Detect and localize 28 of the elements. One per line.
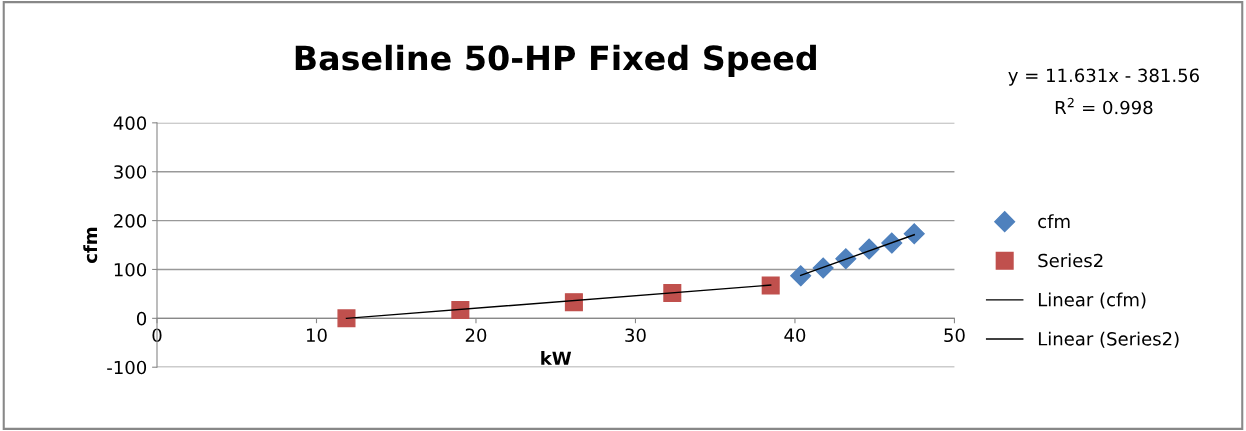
point <box>337 309 356 328</box>
x-axis-title: kW <box>541 351 572 365</box>
y-tick-label: 0 <box>136 311 147 326</box>
point <box>903 223 925 245</box>
legend-label: cfm <box>1038 214 1070 229</box>
point <box>663 283 682 302</box>
text: R$^{2}$ = 0.998 <box>1055 97 1153 115</box>
point <box>790 265 812 287</box>
chart-title: Baseline 50-HP Fixed Speed <box>295 44 816 77</box>
legend-label: Series2 <box>1038 253 1103 268</box>
legend-label: Linear (cfm) <box>1038 292 1146 309</box>
x-tick-label: 40 <box>784 328 806 343</box>
y-tick-label: 300 <box>114 165 147 179</box>
y-tick-label: 100 <box>114 262 147 277</box>
x-tick-label: 30 <box>625 328 646 343</box>
legend-label: Linear (Series2) <box>1038 331 1179 348</box>
y-tick-label: -100 <box>107 360 147 375</box>
y-axis-title: cfm <box>83 227 98 263</box>
point <box>761 276 780 295</box>
y-tick-label: 200 <box>114 214 147 228</box>
y-tick-label: 400 <box>113 116 147 130</box>
x-tick-label: 10 <box>306 328 327 343</box>
x-tick-label: 20 <box>465 328 487 343</box>
x-tick-label: 50 <box>944 328 965 343</box>
x-tick-label: 0 <box>152 328 162 343</box>
text: y = 11.631x - 381.56 <box>1008 68 1199 86</box>
point <box>564 293 583 312</box>
point <box>451 300 470 320</box>
